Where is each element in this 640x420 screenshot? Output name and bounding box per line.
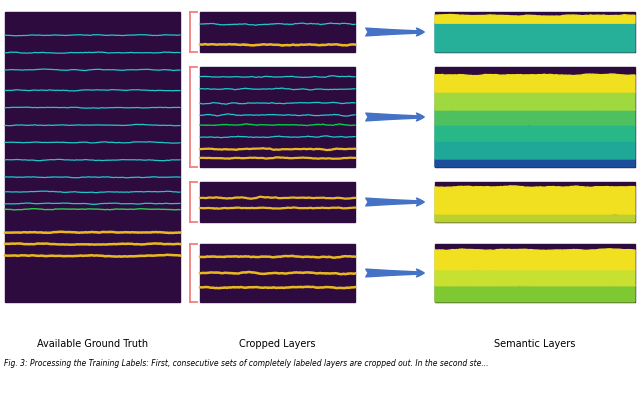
Polygon shape [435,158,635,167]
Bar [435,244,635,302]
Polygon shape [435,91,635,110]
Polygon shape [435,14,635,23]
Text: Fig. 3: Processing the Training Labels: First, consecutive sets of completely la: Fig. 3: Processing the Training Labels: … [4,359,488,368]
Bar [5,12,180,302]
Polygon shape [435,213,635,222]
Polygon shape [435,249,635,270]
Polygon shape [435,140,635,159]
Polygon shape [435,22,635,52]
Bar [200,67,355,167]
Bar [200,12,355,52]
Polygon shape [435,124,635,141]
Bar [435,12,635,52]
Polygon shape [435,74,635,92]
Polygon shape [435,269,635,286]
Text: Cropped Layers: Cropped Layers [239,339,316,349]
Text: Semantic Layers: Semantic Layers [494,339,576,349]
Bar [435,182,635,222]
Polygon shape [435,285,635,302]
Polygon shape [435,186,635,214]
Bar [435,67,635,167]
Bar [200,182,355,222]
Text: Available Ground Truth: Available Ground Truth [37,339,148,349]
Bar [200,244,355,302]
Polygon shape [435,109,635,125]
